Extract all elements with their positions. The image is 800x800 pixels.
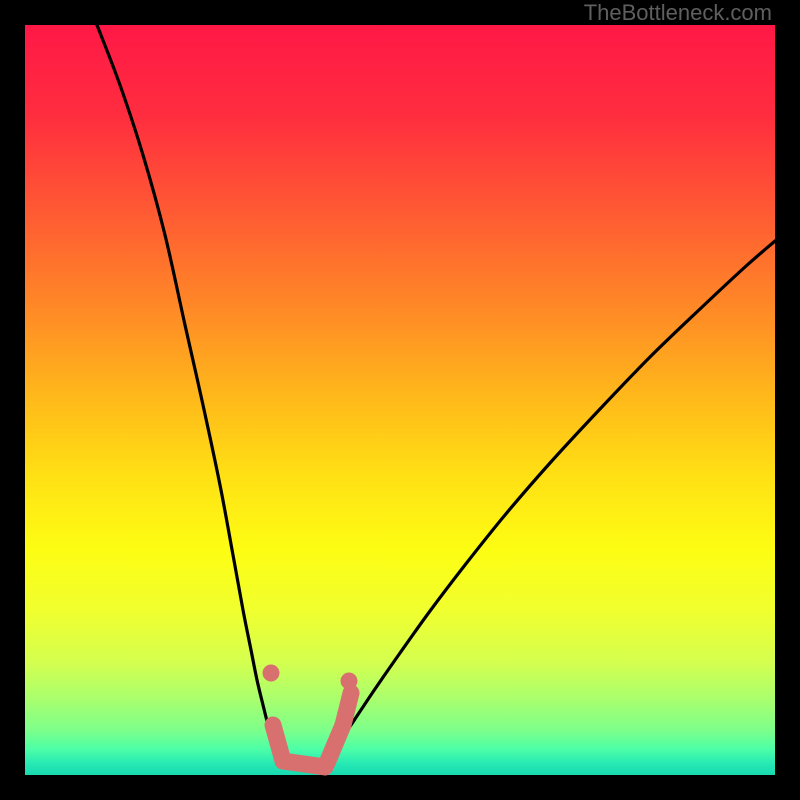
- plot-area: [25, 25, 775, 775]
- bottleneck-curve: [97, 25, 775, 769]
- curve-layer: [25, 25, 775, 775]
- watermark-text: TheBottleneck.com: [584, 0, 772, 26]
- chart-frame: TheBottleneck.com: [0, 0, 800, 800]
- optimal-range-markers: [263, 665, 358, 768]
- marker-dot: [263, 665, 280, 682]
- marker-dot: [341, 673, 358, 690]
- marker-pill: [343, 693, 351, 725]
